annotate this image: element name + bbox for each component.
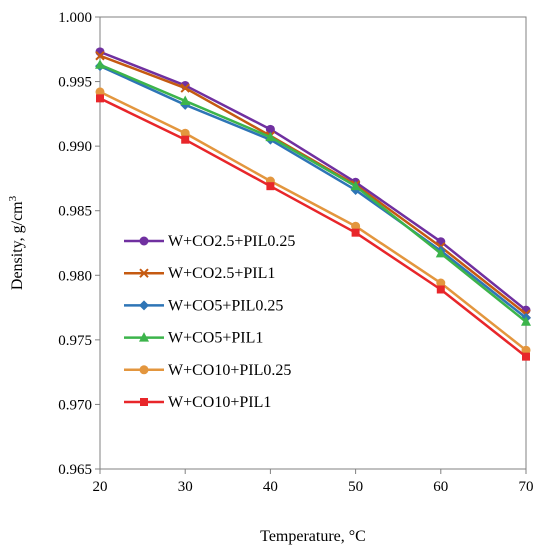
y-tick-label: 0.980 [58, 268, 92, 284]
legend-label: W+CO10+PIL1 [168, 394, 271, 411]
x-tick-label: 40 [263, 479, 278, 495]
legend-label: W+CO5+PIL0.25 [168, 297, 283, 314]
legend-marker [139, 236, 149, 246]
data-point [522, 352, 530, 361]
legend-entry: W+CO5+PIL1 [124, 330, 263, 347]
data-point [436, 278, 446, 288]
x-tick-label: 30 [178, 479, 193, 495]
data-point [436, 285, 445, 294]
data-point [265, 124, 275, 134]
data-point [181, 135, 190, 144]
x-tick-label: 60 [433, 479, 448, 495]
legend-marker [140, 398, 148, 406]
series-6 [96, 94, 530, 361]
legend: W+CO2.5+PIL0.25 W+CO2.5+PIL1 W+CO5+PIL0.25… [124, 233, 295, 411]
legend-entry: W+CO5+PIL0.25 [124, 297, 283, 314]
plot-area [99, 16, 527, 470]
series-layer [95, 47, 531, 361]
x-tick-label: 70 [519, 479, 534, 495]
data-point [180, 95, 191, 105]
data-point [95, 51, 105, 61]
x-axis-title: Temperature, °C [260, 528, 366, 545]
legend-marker [139, 365, 149, 375]
y-tick-label: 0.985 [58, 204, 92, 220]
data-point [435, 247, 446, 258]
legend-entry: W+CO2.5+PIL0.25 [124, 233, 295, 250]
data-point [180, 83, 190, 93]
data-point [180, 128, 190, 138]
data-point [265, 131, 276, 142]
legend-label: W+CO10+PIL0.25 [168, 362, 291, 379]
data-point [95, 59, 105, 69]
data-point [351, 221, 361, 231]
legend-label: W+CO2.5+PIL1 [168, 265, 275, 282]
data-point [350, 180, 361, 191]
series-line [99, 97, 527, 358]
y-axis-title-main: Density, g/cm [9, 201, 26, 290]
y-axis-title: Density, g/cm3 [7, 195, 26, 290]
ticks-layer: 0.965 0.970 0.975 0.980 0.985 0.990 0.995 1.000… [58, 10, 533, 495]
y-tick-label: 1.000 [58, 10, 92, 26]
series-line [99, 63, 527, 323]
legend-entry: W+CO10+PIL1 [124, 394, 271, 411]
series-line [99, 90, 527, 352]
data-point [266, 182, 275, 191]
legend-entry: W+CO10+PIL0.25 [124, 362, 291, 379]
legend-label: W+CO5+PIL1 [168, 330, 263, 347]
y-tick-label: 0.975 [58, 333, 92, 349]
legend-marker [139, 332, 149, 342]
y-tick-label: 0.995 [58, 75, 92, 91]
series-line [99, 64, 527, 319]
legend-label: W+CO2.5+PIL0.25 [168, 233, 295, 250]
series-line [99, 50, 527, 312]
x-tick-label: 50 [348, 479, 363, 495]
y-tick-label: 0.970 [58, 397, 92, 413]
data-point [96, 94, 104, 103]
x-tick-label: 20 [93, 479, 108, 495]
legend-marker [139, 268, 149, 278]
data-point [521, 316, 531, 326]
legend-entry: W+CO2.5+PIL1 [124, 265, 275, 282]
data-point [95, 87, 105, 97]
series-4 [95, 59, 531, 326]
legend-marker [139, 300, 149, 311]
data-point [521, 345, 531, 355]
data-point [351, 228, 360, 237]
y-axis-title-superscript: 3 [7, 195, 19, 201]
y-tick-label: 0.965 [58, 462, 92, 478]
y-tick-label: 0.990 [58, 139, 92, 155]
